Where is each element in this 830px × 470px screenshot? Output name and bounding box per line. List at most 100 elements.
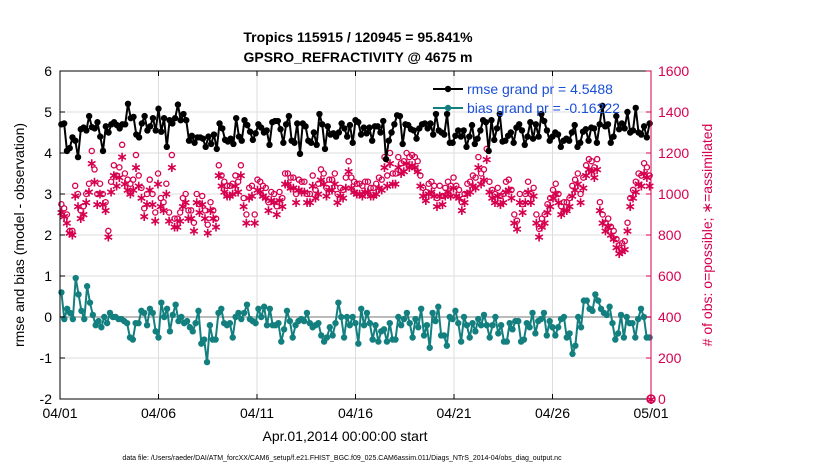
bias-point xyxy=(489,322,495,328)
rmse-point xyxy=(616,126,622,132)
rmse-point xyxy=(474,135,480,141)
rmse-point xyxy=(286,113,292,119)
rmse-point xyxy=(430,131,436,137)
rmse-point xyxy=(141,113,147,119)
bias-point xyxy=(495,330,501,336)
bias-point xyxy=(401,316,407,322)
bias-point xyxy=(449,316,455,322)
rmse-point xyxy=(244,122,250,128)
bias-point xyxy=(592,291,598,297)
bias-point xyxy=(258,314,264,320)
bias-point xyxy=(452,308,458,314)
bias-point xyxy=(569,351,575,357)
bias-point xyxy=(144,322,150,328)
bias-point xyxy=(278,338,284,344)
rmse-point xyxy=(239,138,245,144)
bias-point xyxy=(238,316,244,322)
chart-subtitle: GPSRO_REFRACTIVITY @ 4675 m xyxy=(244,49,473,65)
rmse-point xyxy=(322,146,328,152)
rmse-point xyxy=(105,129,111,135)
rmse-point xyxy=(336,129,342,135)
bias-point xyxy=(347,322,353,328)
y-tick-label: 3 xyxy=(44,186,52,202)
rmse-point xyxy=(122,121,128,127)
rmse-point xyxy=(596,121,602,127)
rmse-point xyxy=(608,140,614,146)
y-tick-label: 6 xyxy=(44,63,52,79)
bias-point xyxy=(341,334,347,340)
bias-point xyxy=(572,343,578,349)
obs-assimilated-point: ∗ xyxy=(180,195,192,211)
rmse-point xyxy=(313,142,319,148)
bias-point xyxy=(130,336,136,342)
bias-point xyxy=(375,338,381,344)
rmse-point xyxy=(449,140,455,146)
y-tick-label: -1 xyxy=(40,350,53,366)
bias-point xyxy=(552,332,558,338)
bias-point xyxy=(201,336,207,342)
bias-point xyxy=(87,299,93,305)
rmse-point xyxy=(535,133,541,139)
bias-point xyxy=(335,299,341,305)
obs-assimilated-point: ∗ xyxy=(116,150,128,166)
rmse-point xyxy=(383,156,389,162)
bias-point xyxy=(158,299,164,305)
legend-bias-marker xyxy=(445,105,451,111)
rmse-point xyxy=(297,151,303,157)
obs-possible-point xyxy=(238,163,243,168)
bias-point xyxy=(384,338,390,344)
bias-point xyxy=(255,306,261,312)
rmse-point xyxy=(316,111,322,117)
bias-point xyxy=(549,324,555,330)
rmse-point xyxy=(91,125,97,131)
bias-point xyxy=(318,332,324,338)
bias-point xyxy=(484,322,490,328)
bias-point xyxy=(264,322,270,328)
bias-point xyxy=(284,308,290,314)
bias-point xyxy=(472,328,478,334)
y2-tick-label: 600 xyxy=(658,268,682,284)
obs-possible-point xyxy=(332,171,337,176)
bias-point xyxy=(441,332,447,338)
bias-point xyxy=(369,336,375,342)
rmse-point xyxy=(347,122,353,128)
bias-point xyxy=(506,320,512,326)
rmse-point xyxy=(566,138,572,144)
bias-point xyxy=(455,320,461,326)
bias-point xyxy=(612,336,618,342)
bias-point xyxy=(381,326,387,332)
bias-point xyxy=(561,314,567,320)
bias-point xyxy=(204,359,210,365)
rmse-point xyxy=(577,140,583,146)
rmse-point xyxy=(488,117,494,123)
bias-point xyxy=(635,316,641,322)
rmse-point xyxy=(571,122,577,128)
rmse-point xyxy=(86,113,92,119)
bias-point xyxy=(329,332,335,338)
bias-point xyxy=(344,314,350,320)
rmse-point xyxy=(311,129,317,135)
rmse-point xyxy=(477,127,483,133)
rmse-point xyxy=(388,129,394,135)
rmse-point xyxy=(147,123,153,129)
bias-point xyxy=(481,312,487,318)
bias-point xyxy=(184,318,190,324)
bias-point xyxy=(464,322,470,328)
bias-point xyxy=(424,322,430,328)
obs-assimilated-point: ∗ xyxy=(591,162,603,178)
end-marker: ∗ xyxy=(645,392,657,408)
bias-point xyxy=(578,324,584,330)
rmse-point xyxy=(427,120,433,126)
bias-point xyxy=(207,322,213,328)
rmse-point xyxy=(155,106,161,112)
bias-point xyxy=(638,306,644,312)
rmse-point xyxy=(219,125,225,131)
rmse-point xyxy=(433,111,439,117)
bias-point xyxy=(195,308,201,314)
rmse-point xyxy=(369,138,375,144)
bias-point xyxy=(349,314,355,320)
rmse-point xyxy=(291,140,297,146)
rmse-point xyxy=(386,138,392,144)
bias-point xyxy=(235,310,241,316)
rmse-point xyxy=(633,105,639,111)
